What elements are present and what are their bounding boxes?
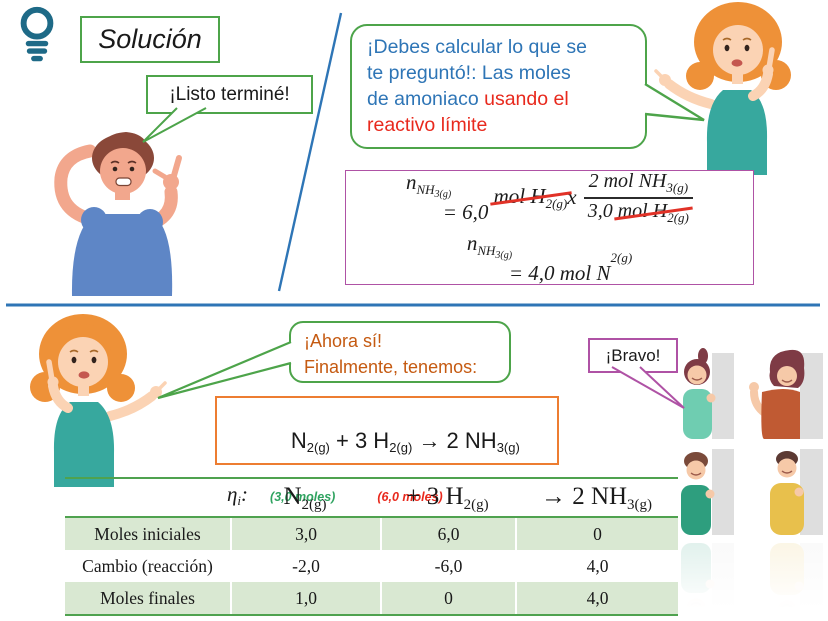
moles-h2: (6,0 moles) (377, 490, 443, 504)
formula-box: nNH3(g) = 6,0 mol H2(g) x 2 mol NH3(g) 3… (345, 170, 754, 285)
cell: 3,0 (230, 518, 380, 550)
row-label: Moles iniciales (94, 523, 201, 544)
table-row: Cambio (reacción) -2,0 -6,0 4,0 (65, 550, 678, 582)
cell: 1,0 (230, 582, 380, 614)
cell: 6,0 (380, 518, 515, 550)
table-header: N2(g) + 3 H2(g) → 2 NH3(g) (65, 479, 678, 518)
bravo-bubble-tail (611, 366, 685, 409)
girl-character-bottom (30, 314, 165, 487)
lightbulb-icon (20, 6, 54, 62)
page-title: Solución (98, 24, 202, 54)
debes-bubble-tail (644, 82, 705, 122)
listo-bubble: ¡Listo terminé! (146, 75, 313, 114)
title-box: Solución (80, 16, 220, 63)
cancelled-term: mol H2(g) (493, 183, 568, 211)
debes-bubble: ¡Debes calcular lo que se te preguntó!: … (350, 24, 647, 149)
cell: 0 (515, 518, 678, 550)
formula-line2: nNH3(g) = 4,0 mol N 2(g) (466, 230, 633, 285)
listo-text: ¡Listo terminé! (169, 83, 290, 105)
header-nh3: → 2 NH3(g) (540, 483, 653, 513)
cell: -2,0 (230, 550, 380, 582)
initial-moles-line: ηi: (3,0 moles) (6,0 moles) (227, 482, 443, 508)
moles-n2: (3,0 moles) (270, 490, 336, 504)
cell: 4,0 (515, 582, 678, 614)
cell: 0 (380, 582, 515, 614)
row-label: Cambio (reacción) (82, 555, 213, 576)
cancelled-term-denominator: mol H2(g) (617, 199, 689, 225)
header-h2: + 3 H2(g) (406, 483, 489, 513)
ahora-line2: Finalmente, tenemos: (304, 357, 478, 377)
debes-line4: reactivo límite (367, 114, 488, 136)
formula-fraction: 2 mol NH3(g) 3,0 mol H2(g) (583, 170, 694, 226)
formula-line1: nNH3(g) = 6,0 mol H2(g) x 2 mol NH3(g) 3… (406, 170, 694, 226)
girl-character-top (656, 2, 791, 175)
debes-line3-red: usando el (484, 88, 569, 110)
header-n2: N2(g) (283, 483, 327, 513)
ahora-line1: ¡Ahora sí! (304, 331, 383, 351)
debes-line1: ¡Debes calcular lo que se (367, 36, 588, 58)
mole-table: N2(g) + 3 H2(g) → 2 NH3(g) Moles inicial… (65, 477, 678, 616)
equation-box: N2(g) + 3 H2(g) → 2 NH3(g) ηi: (3,0 mole… (215, 396, 559, 508)
table-row: Moles finales 1,0 0 4,0 (65, 582, 678, 614)
bravo-bubble: ¡Bravo! (588, 338, 678, 373)
header-empty (65, 514, 230, 516)
cell: -6,0 (380, 550, 515, 582)
debes-line2: te preguntó!: Las moles (367, 62, 571, 84)
row-label: Moles finales (100, 587, 195, 608)
cell: 4,0 (515, 550, 678, 582)
table-row: Moles iniciales 3,0 6,0 0 (65, 518, 678, 550)
peeking-characters (665, 348, 828, 621)
diagonal-divider (277, 12, 343, 292)
chemical-equation: N2(g) + 3 H2(g) → 2 NH3(g) (290, 428, 520, 455)
ahora-bubble: ¡Ahora sí! Finalmente, tenemos: (289, 321, 511, 383)
debes-line3-blue: de amoniaco (367, 88, 479, 110)
man-character (54, 132, 182, 296)
ahora-bubble-tail (157, 340, 292, 400)
bravo-text: ¡Bravo! (605, 345, 661, 365)
